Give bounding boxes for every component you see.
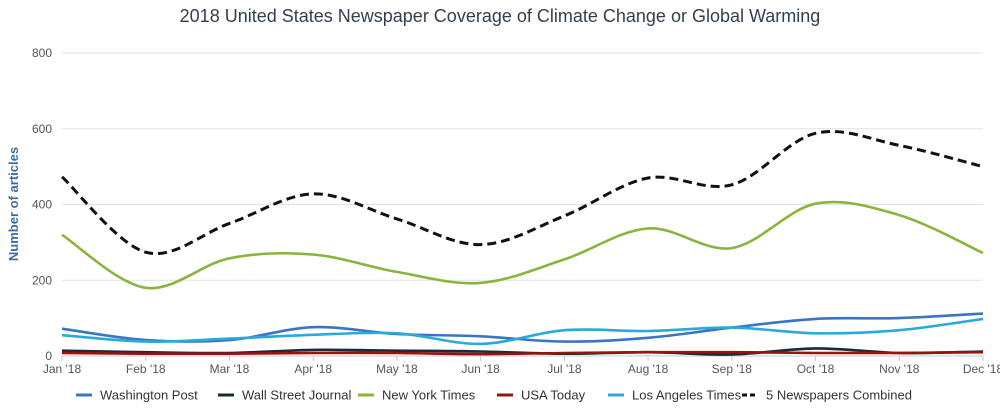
series-line-usa-today bbox=[61, 350, 984, 356]
series-line-5-newspapers-combined bbox=[60, 129, 984, 256]
x-tick-label: May '18 bbox=[376, 362, 418, 376]
x-tick-label: Feb '18 bbox=[126, 362, 166, 376]
y-axis-ticks: 0 200 400 600 800 bbox=[32, 46, 52, 363]
x-tick-label: Oct '18 bbox=[797, 362, 835, 376]
x-tick-label: Jan '18 bbox=[43, 362, 82, 376]
legend-item-5-newspapers-combined[interactable]: 5 Newspapers Combined bbox=[766, 388, 912, 403]
series-line-washington-post bbox=[61, 312, 984, 343]
series-line-los-angeles-times bbox=[61, 317, 984, 346]
x-tick-label: Mar '18 bbox=[210, 362, 250, 376]
y-tick-label: 200 bbox=[32, 273, 52, 287]
x-tick-label: Sep '18 bbox=[712, 362, 753, 376]
x-axis-ticks: Jan '18 Feb '18 Mar '18 Apr '18 May '18 Jun '… bbox=[43, 356, 1000, 376]
legend-item-washington-post[interactable]: Washington Post bbox=[100, 388, 198, 403]
chart-title: 2018 United States Newspaper Coverage of… bbox=[180, 6, 821, 26]
x-tick-label: Apr '18 bbox=[294, 362, 332, 376]
y-tick-label: 0 bbox=[45, 349, 52, 363]
y-tick-label: 400 bbox=[32, 198, 52, 212]
x-tick-label: Aug '18 bbox=[628, 362, 669, 376]
legend-item-los-angeles-times[interactable]: Los Angeles Times bbox=[632, 388, 742, 403]
series-line-new-york-times bbox=[61, 200, 984, 290]
y-tick-label: 600 bbox=[32, 122, 52, 136]
y-tick-label: 800 bbox=[32, 46, 52, 60]
y-axis-label: Number of articles bbox=[6, 147, 21, 261]
x-tick-label: Jul '18 bbox=[547, 362, 582, 376]
grid-lines bbox=[62, 52, 983, 357]
series-lines bbox=[60, 129, 984, 356]
x-tick-label: Jun '18 bbox=[461, 362, 500, 376]
legend-item-new-york-times[interactable]: New York Times bbox=[382, 388, 476, 403]
legend-item-wall-street-journal[interactable]: Wall Street Journal bbox=[242, 388, 351, 403]
legend: Washington Post Wall Street Journal New Yo… bbox=[76, 388, 912, 403]
legend-item-usa-today[interactable]: USA Today bbox=[521, 388, 586, 403]
x-tick-label: Nov '18 bbox=[879, 362, 920, 376]
x-tick-label: Dec '18 bbox=[963, 362, 1000, 376]
